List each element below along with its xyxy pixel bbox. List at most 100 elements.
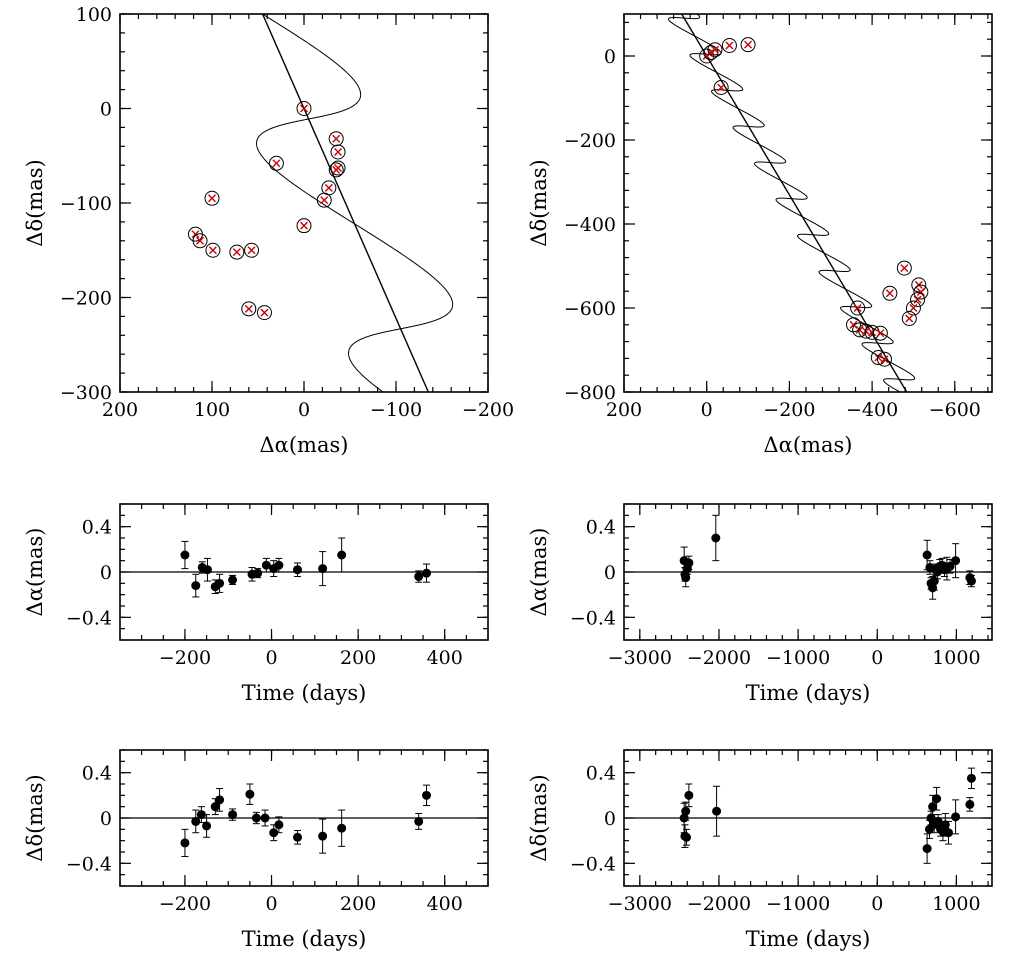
residual-dot <box>337 550 347 560</box>
residual-point <box>191 573 201 598</box>
plot-area <box>120 537 488 598</box>
observation-cross <box>324 183 333 192</box>
y-axis-label: Δδ(mas) <box>527 774 551 861</box>
residual-point <box>711 514 721 562</box>
residual-point <box>966 767 976 790</box>
x-tick-label: 0 <box>265 647 277 669</box>
observation-circle <box>316 192 332 208</box>
plot-area <box>120 783 488 858</box>
residual-point <box>228 808 238 821</box>
residual-point <box>932 786 942 811</box>
parallax-orbit-curve <box>256 14 454 392</box>
y-tick-label: −200 <box>60 288 112 310</box>
observation-marker <box>256 305 272 321</box>
observation-marker <box>204 190 220 206</box>
observation-marker <box>896 260 912 276</box>
x-tick-label: 200 <box>102 399 138 421</box>
residual-dot <box>228 575 238 585</box>
observation-circle <box>713 80 729 95</box>
y-tick-label: 0.4 <box>586 517 616 539</box>
observation-circle <box>296 218 312 234</box>
observation-marker <box>192 233 208 249</box>
observation-marker <box>205 242 221 258</box>
y-tick-label: −800 <box>564 382 616 404</box>
residual-point <box>180 828 190 858</box>
y-tick-label: 0.4 <box>82 763 112 785</box>
x-axis-label: Δα(mas) <box>764 433 853 457</box>
y-axis-label: Δδ(mas) <box>23 774 47 861</box>
y-tick-label: 0.4 <box>82 517 112 539</box>
residual-dot <box>191 816 201 826</box>
residual-dot <box>681 806 691 816</box>
residual-dot <box>180 550 190 560</box>
chart-panel-resid-dec-left: −200 0 200 400 0.4 0 −0.4 Time (days) Δδ(mas) <box>23 749 489 951</box>
residual-point <box>202 814 212 838</box>
residual-dot <box>274 820 284 830</box>
residual-dot <box>215 795 225 805</box>
observation-marker <box>721 38 737 53</box>
x-tick-label: −200 <box>462 399 514 421</box>
residual-dot <box>260 813 270 823</box>
residual-point <box>180 540 190 570</box>
x-tick-label: −200 <box>159 893 211 915</box>
residual-dot <box>318 831 328 841</box>
residual-dot <box>293 832 303 842</box>
x-tick-label: 0 <box>298 399 310 421</box>
residual-point <box>202 557 212 582</box>
y-tick-label: 0 <box>604 46 616 68</box>
observation-cross <box>334 147 343 156</box>
residual-point <box>293 562 303 578</box>
x-axis-label: Time (days) <box>242 681 367 705</box>
x-axis-label: Time (days) <box>746 681 871 705</box>
x-tick-label: −100 <box>370 399 422 421</box>
chart-panel-astrometry-right: 200 0 −200 −400 −600 0 −200 −400 −600 −800 Δα(mas)… <box>527 13 993 457</box>
residual-point <box>681 801 691 821</box>
observation-cross <box>196 236 205 245</box>
residual-dot <box>414 572 424 582</box>
residual-dot <box>681 573 691 583</box>
y-tick-label: −600 <box>564 298 616 320</box>
x-tick-label: −200 <box>763 399 815 421</box>
observation-circle <box>905 300 921 316</box>
residual-dot <box>337 823 347 833</box>
observation-circle <box>872 325 888 341</box>
observation-cross <box>208 246 217 255</box>
observation-circle <box>330 144 346 160</box>
observation-marker <box>740 37 756 53</box>
residual-point <box>228 574 238 585</box>
residual-point <box>414 812 424 830</box>
residual-dot <box>711 533 721 543</box>
observation-circle <box>229 244 245 260</box>
residual-point <box>682 828 692 846</box>
observation-cross <box>913 295 922 304</box>
residual-point <box>260 809 270 827</box>
residual-point <box>215 573 225 593</box>
observation-cross <box>300 221 308 230</box>
residual-point <box>245 783 255 805</box>
proper-motion-line <box>261 14 430 392</box>
observation-circle <box>328 162 344 178</box>
observation-marker <box>296 101 312 116</box>
observation-marker <box>905 300 921 316</box>
y-axis-label: Δα(mas) <box>527 528 551 617</box>
residual-point <box>274 557 284 573</box>
residual-dot <box>943 828 953 838</box>
residual-dot <box>318 564 328 574</box>
x-tick-label: 400 <box>427 893 463 915</box>
y-tick-label: 0 <box>604 562 616 584</box>
y-tick-label: 0 <box>100 562 112 584</box>
x-axis-label: Time (days) <box>242 927 367 951</box>
observation-circle <box>296 101 312 116</box>
observation-cross <box>916 288 925 297</box>
residual-point <box>274 816 284 834</box>
residual-dot <box>251 813 261 823</box>
y-axis-label: Δδ(mas) <box>23 159 47 246</box>
observation-marker <box>229 244 245 260</box>
residual-point <box>943 820 953 845</box>
x-tick-label: 100 <box>194 399 230 421</box>
x-tick-label: 1000 <box>932 647 980 669</box>
observation-circle <box>901 311 917 326</box>
x-tick-label: 200 <box>340 893 376 915</box>
y-tick-label: 100 <box>76 4 112 26</box>
